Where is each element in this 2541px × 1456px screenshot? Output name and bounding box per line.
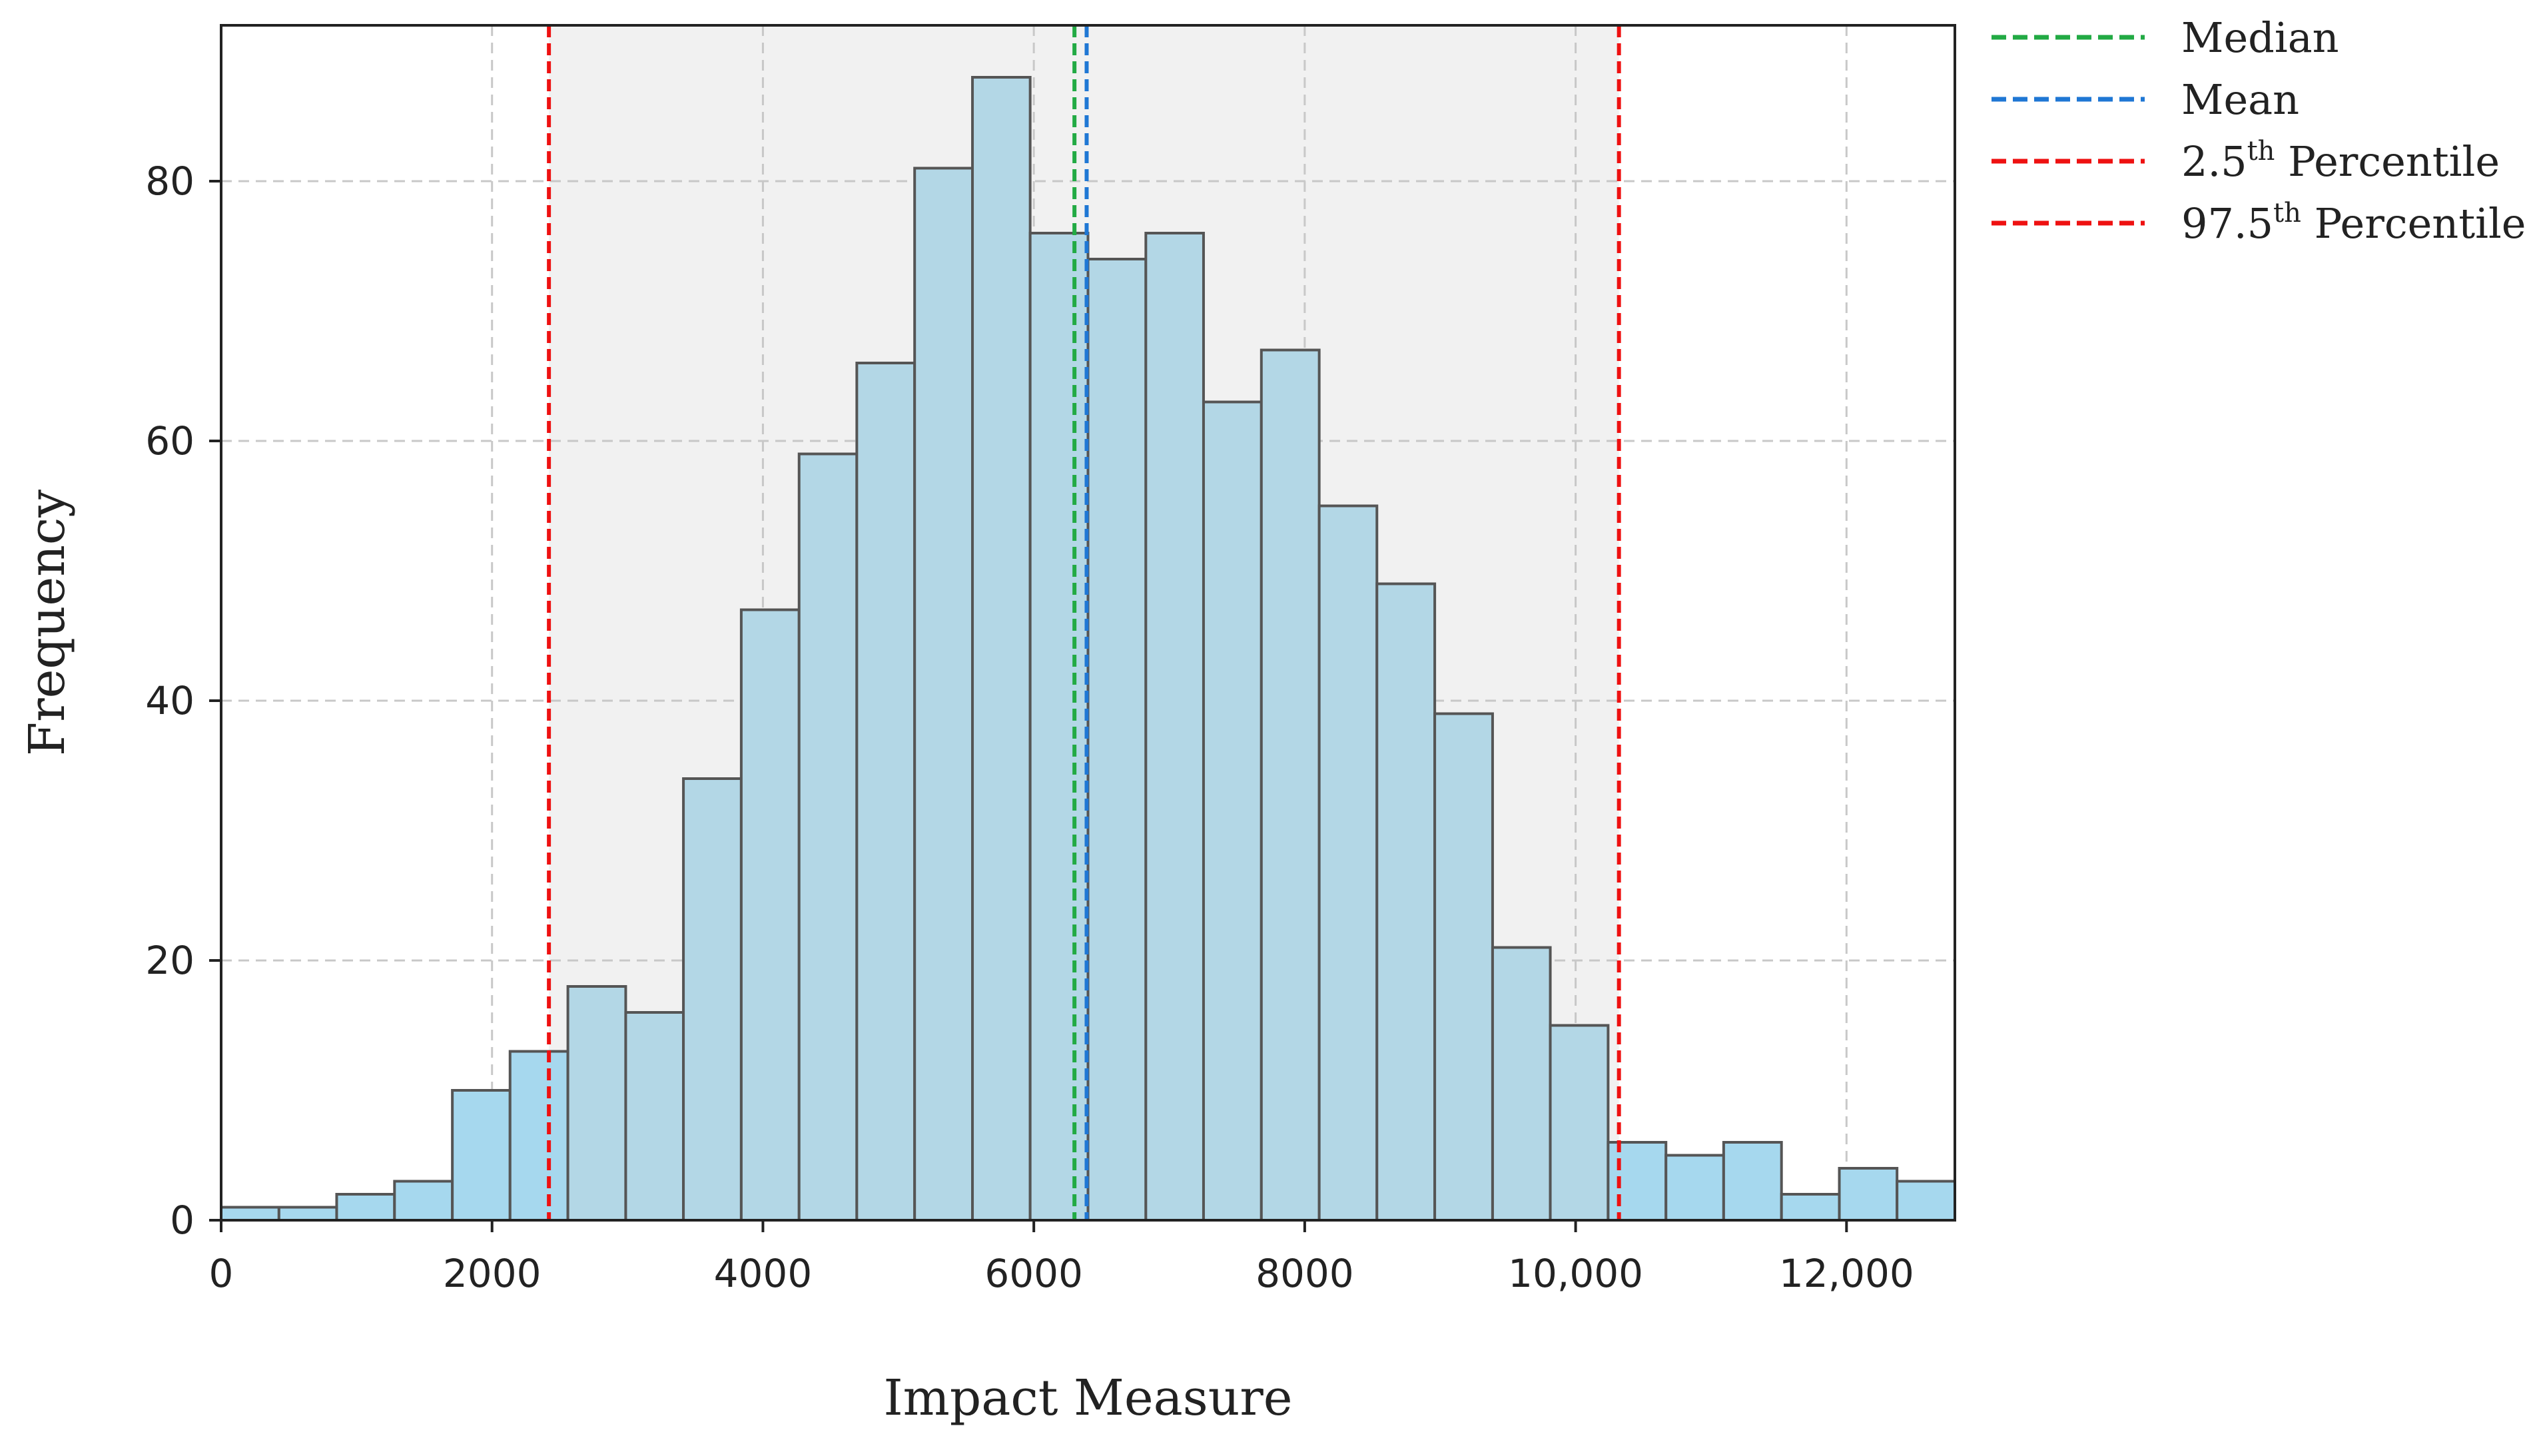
x-tick-label: 4000 [714, 1251, 813, 1296]
x-tick-label: 0 [209, 1251, 234, 1296]
histogram-bar [1260, 348, 1321, 1222]
histogram-bar [277, 1206, 338, 1222]
histogram-bar [335, 1193, 396, 1222]
histogram-bar [1896, 1180, 1956, 1222]
histogram-bar [1722, 1141, 1783, 1222]
histogram-bar [739, 608, 801, 1222]
x-tick-label: 8000 [1256, 1251, 1354, 1296]
bars [220, 76, 1956, 1222]
y-axis-label: Frequency [19, 490, 76, 756]
x-tick-label: 10,000 [1508, 1251, 1643, 1296]
histogram-bar [220, 1206, 280, 1222]
histogram-bar [508, 1050, 569, 1222]
y-tick-label: 60 [145, 418, 194, 464]
y-tick-label: 80 [145, 159, 194, 204]
histogram-bar [913, 167, 974, 1222]
histogram-bar [393, 1180, 454, 1222]
histogram-bar [1433, 712, 1494, 1222]
histogram-bar [1086, 258, 1148, 1222]
histogram-bar [624, 1011, 685, 1222]
histogram-bar [1549, 1024, 1610, 1222]
y-tick-label: 20 [145, 938, 194, 983]
y-tick-label: 0 [170, 1198, 194, 1243]
x-tick-label: 6000 [984, 1251, 1083, 1296]
legend-label: 2.5th Percentile [2181, 136, 2500, 186]
plot-frame [220, 24, 1956, 1222]
reference-lines [547, 25, 1621, 1220]
legend-label: 97.5th Percentile [2181, 198, 2526, 248]
histogram-bar [682, 777, 743, 1222]
y-tick-label: 40 [145, 678, 194, 723]
histogram-bar [451, 1089, 512, 1222]
histogram-bar [797, 452, 859, 1222]
histogram-bar [1028, 232, 1090, 1222]
histogram-bar [1317, 504, 1379, 1222]
histogram-bar [1202, 400, 1263, 1222]
x-tick-label: 12,000 [1779, 1251, 1914, 1296]
histogram-bar [1491, 946, 1552, 1222]
legend-label: Median [2181, 13, 2339, 62]
histogram-bar [855, 362, 916, 1222]
legend: Median Mean 2.5th Percentile 97.5th Percent… [1992, 13, 2526, 248]
histogram-bar [1144, 232, 1205, 1222]
histogram-bar [1375, 582, 1437, 1222]
x-axis-label: Impact Measure [883, 1369, 1292, 1427]
histogram-bar [1838, 1167, 1899, 1222]
legend-label: Mean [2181, 75, 2299, 124]
histogram-bar [566, 985, 627, 1222]
histogram-bar [1607, 1141, 1668, 1222]
histogram-bar [1664, 1154, 1725, 1222]
histogram-bar [971, 76, 1032, 1222]
x-tick-label: 2000 [443, 1251, 542, 1296]
histogram-bar [1780, 1193, 1841, 1222]
axis-ticks: 0 2000 4000 6000 8000 10,000 12,000 0 20 40 60 80 [145, 159, 1914, 1296]
